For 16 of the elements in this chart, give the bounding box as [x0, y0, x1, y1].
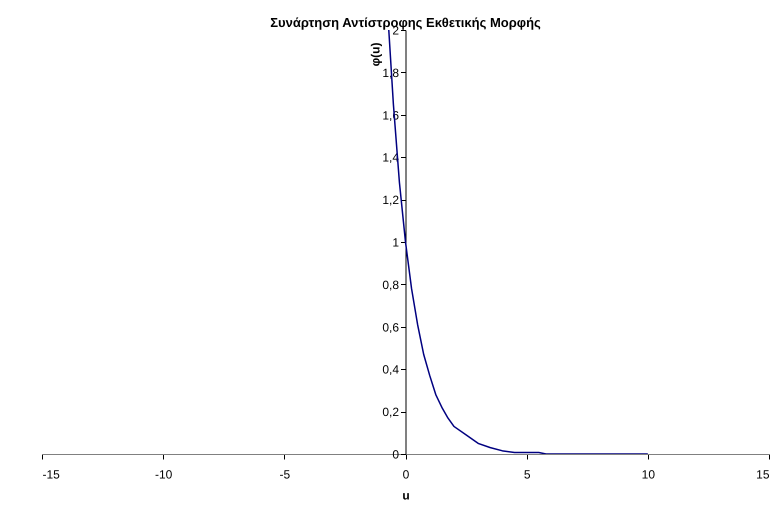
y-tick-label: 1,2	[382, 193, 400, 208]
y-tick-label: 1	[392, 236, 400, 250]
x-tick-label: 0	[402, 468, 410, 482]
x-tick-label: 5	[524, 468, 531, 482]
x-tick-label: -15	[42, 468, 60, 482]
y-tick-label: 0,6	[382, 320, 400, 334]
y-tick-label: 0	[392, 448, 400, 462]
x-axis-title: u	[402, 488, 410, 502]
y-tick-label: 0,2	[382, 405, 400, 420]
y-axis-title: φ(u)	[368, 42, 382, 66]
x-tick-label: -5	[279, 468, 290, 482]
x-tick-label: 10	[642, 468, 656, 482]
y-tick-label: 0,4	[382, 362, 400, 377]
x-tick-label: -10	[154, 468, 173, 482]
x-tick-label: 15	[756, 468, 770, 482]
y-tick-label: 0,8	[382, 278, 400, 292]
